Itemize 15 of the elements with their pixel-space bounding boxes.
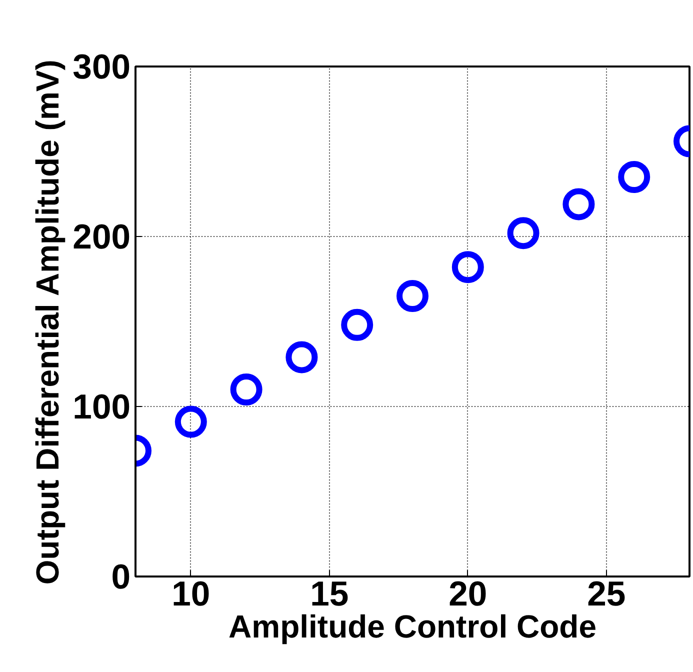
point xyxy=(618,161,650,193)
point xyxy=(507,217,540,250)
y-tick-label: 0 xyxy=(111,558,131,596)
point xyxy=(562,188,595,220)
y-axis-title: Output Differential Amplitude (mV) xyxy=(30,60,66,585)
x-tick-label: 10 xyxy=(172,576,210,614)
y-tick-label: 200 xyxy=(72,218,131,256)
point xyxy=(396,280,428,312)
y-tick-label: 300 xyxy=(72,48,131,86)
point xyxy=(452,251,484,284)
y-tick-label: 100 xyxy=(72,388,131,426)
point xyxy=(174,406,207,438)
point xyxy=(286,341,318,374)
point xyxy=(341,308,374,341)
point xyxy=(230,374,262,406)
